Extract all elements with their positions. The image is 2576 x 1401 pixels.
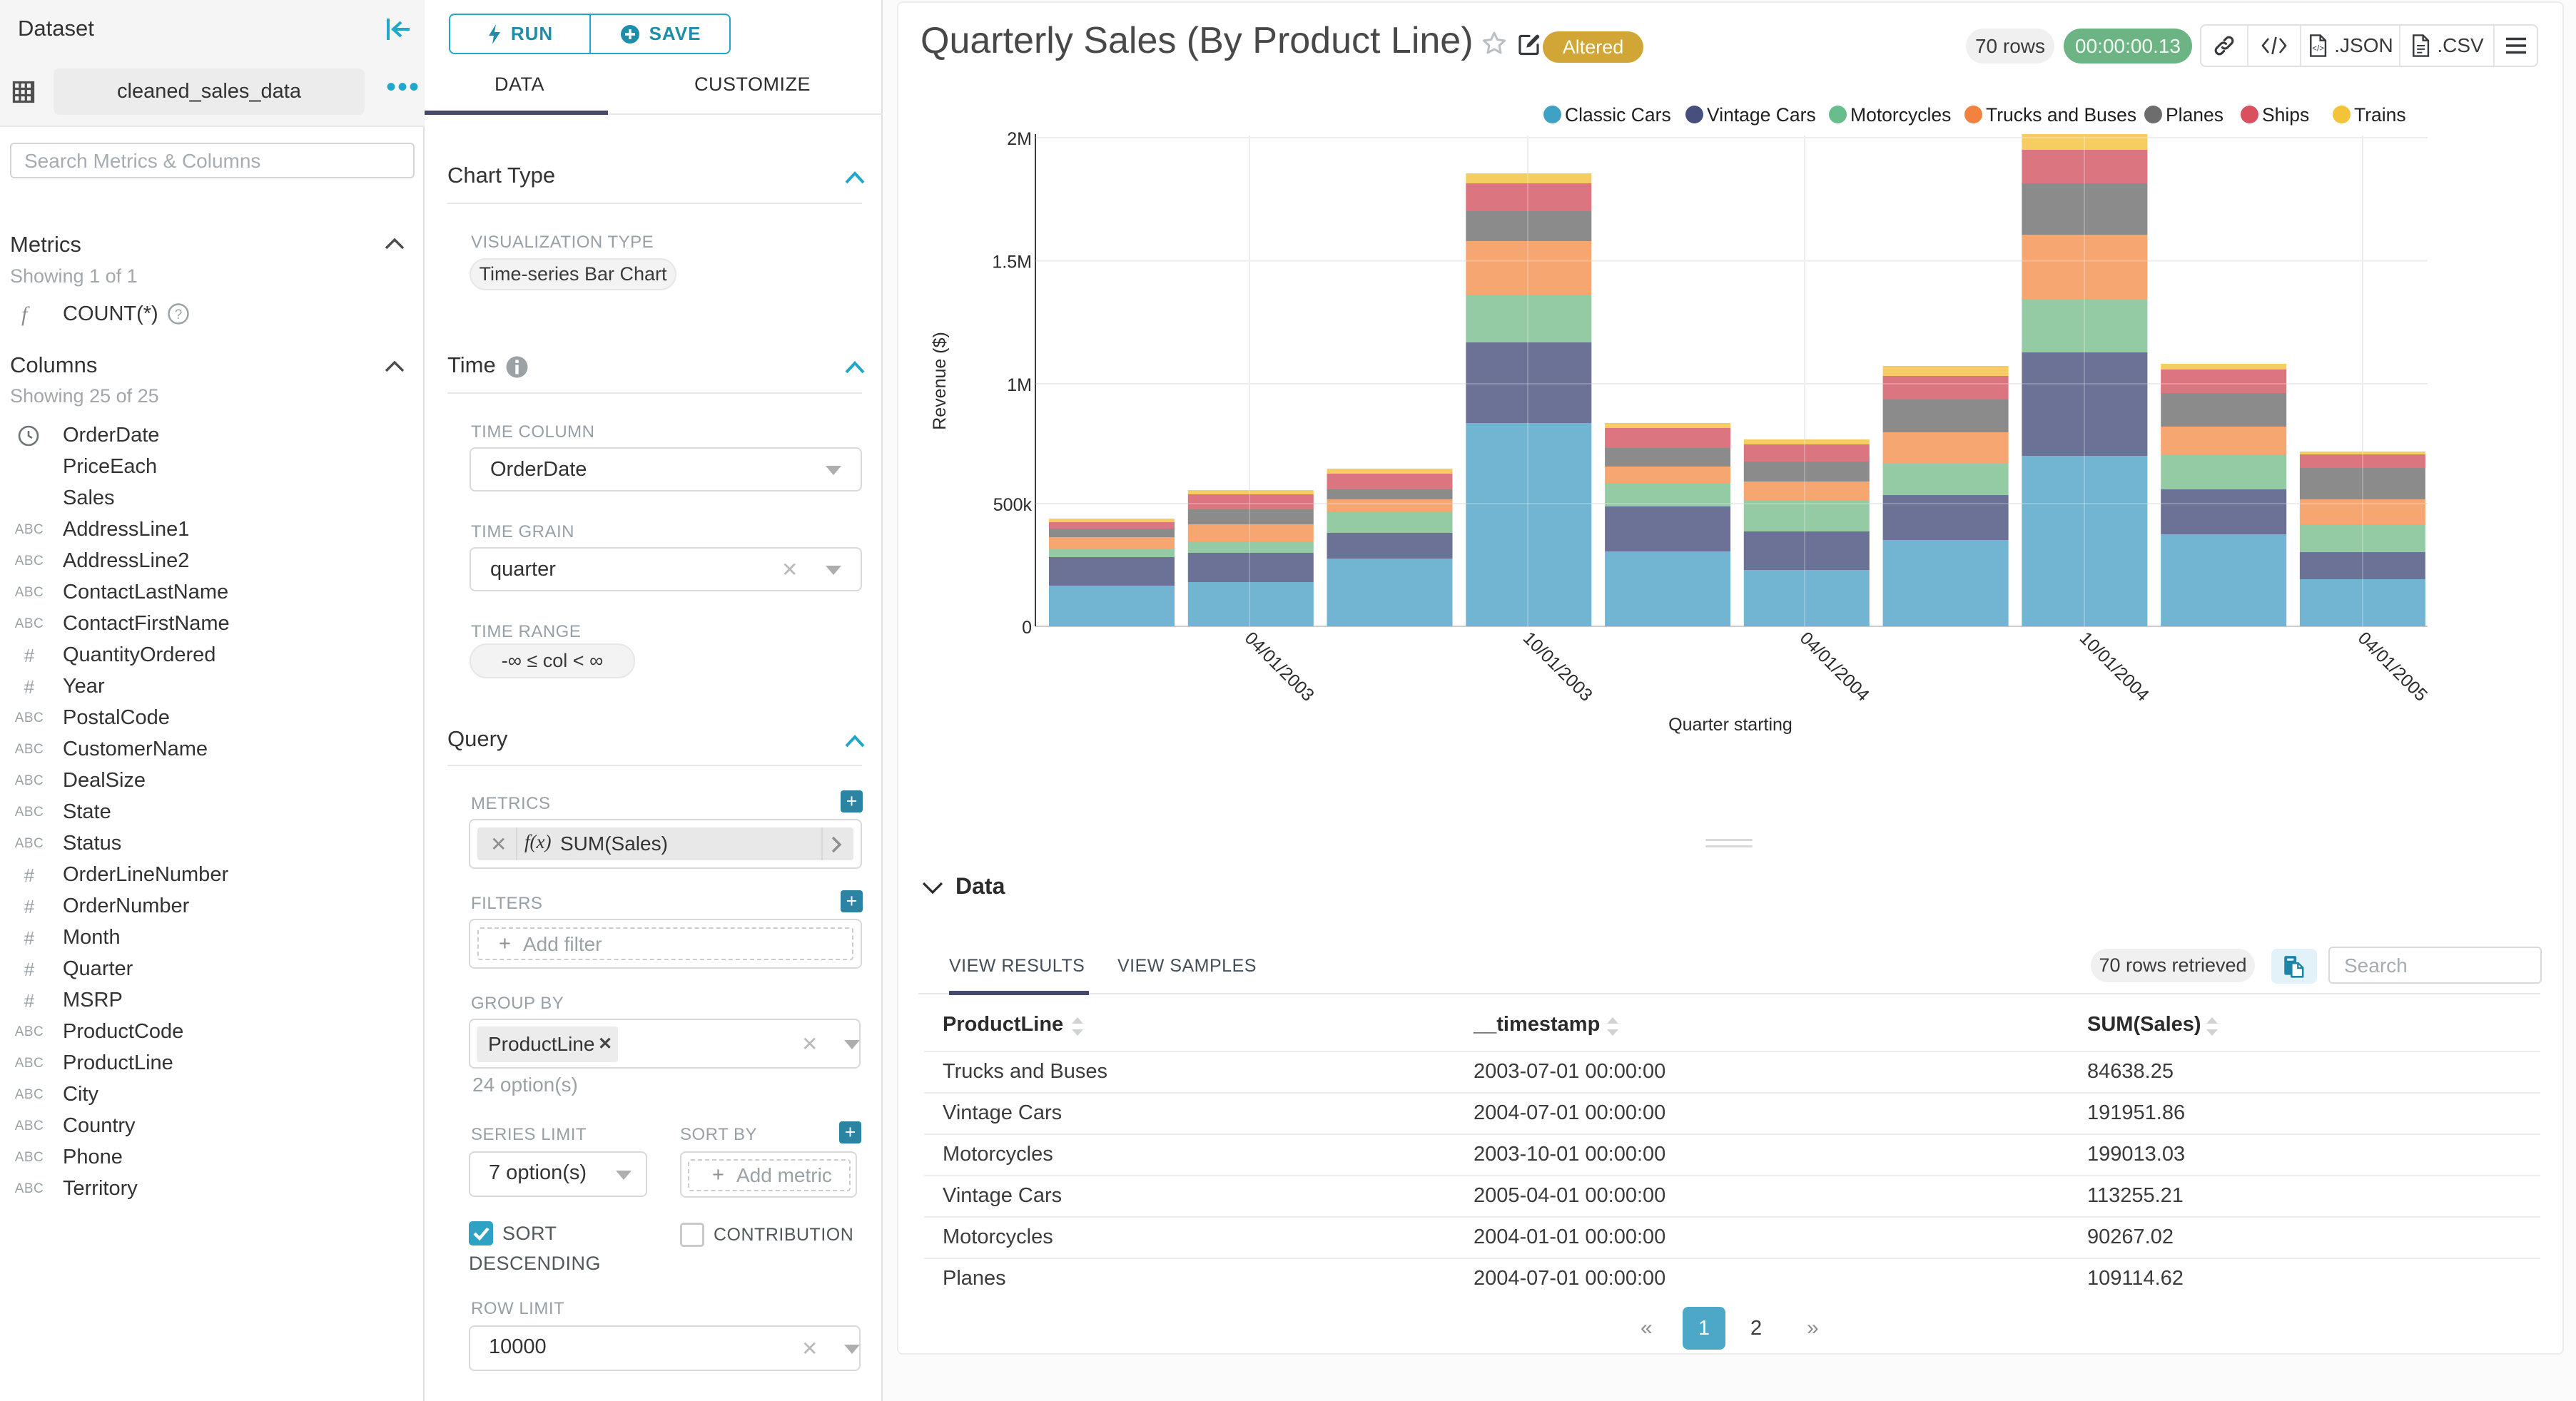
svg-text:10/01/2004: 10/01/2004: [2076, 628, 2153, 705]
svg-text:2M: 2M: [1007, 129, 1032, 149]
svg-text:04/01/2003: 04/01/2003: [1241, 628, 1318, 705]
svg-text:04/01/2004: 04/01/2004: [1796, 628, 1873, 705]
svg-text:</>: </>: [2313, 44, 2325, 53]
svg-text:1.5M: 1.5M: [992, 253, 1032, 272]
svg-text:04/01/2005: 04/01/2005: [2354, 628, 2431, 705]
svg-text:Revenue ($): Revenue ($): [930, 332, 950, 430]
svg-text:Quarter starting: Quarter starting: [1668, 715, 1792, 735]
svg-text:10/01/2003: 10/01/2003: [1519, 628, 1596, 705]
svg-text:0: 0: [1022, 618, 1032, 638]
svg-text:500k: 500k: [993, 495, 1033, 515]
svg-text:1M: 1M: [1007, 375, 1032, 395]
svg-text:?: ?: [175, 307, 183, 322]
